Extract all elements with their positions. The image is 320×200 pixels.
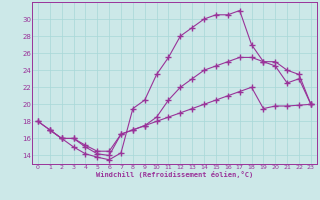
X-axis label: Windchill (Refroidissement éolien,°C): Windchill (Refroidissement éolien,°C) xyxy=(96,171,253,178)
